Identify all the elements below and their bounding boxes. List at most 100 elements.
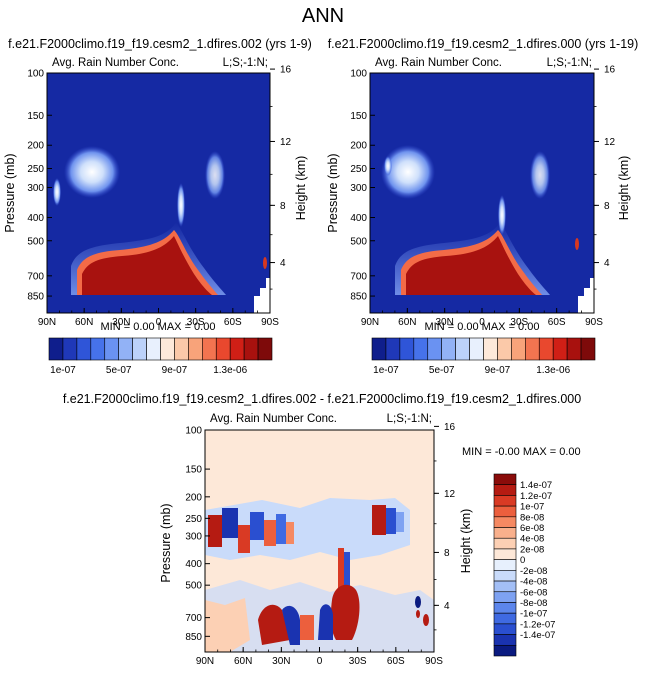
diff-colorbar-label-0: 1.4e-07 [520,480,552,491]
colorbar-swatch-1-4 [104,337,119,361]
colorbar-swatch-1-0 [48,337,64,361]
diff-colorbar-swatch-9 [493,570,517,582]
colorbar-swatch-2-6 [455,337,470,361]
colorbar-swatch-1-2 [76,337,92,361]
tropical-patch-sh-2 [530,151,550,199]
dipole-blue-2 [250,512,264,540]
x-tick-label-3-5: 60S [387,656,405,667]
y-tick-label-3-5: 400 [185,559,202,570]
diff-colorbar-label-6: 2e-08 [520,544,544,555]
diff-colorbar-label-7: 0 [520,555,525,566]
sh-spot-1 [263,257,267,269]
dipole-red-3 [264,520,276,546]
x-tick-label-1-4: 30S [187,317,205,328]
y-tick-label-3-4: 300 [185,531,202,542]
colorbar-swatch-2-9 [497,337,512,361]
left-title-2: Avg. Rain Number Conc. [375,57,502,69]
y-tick-label-3-6: 500 [185,581,202,592]
terrain-mask-1 [254,278,270,313]
colorbar-swatch-2-4 [427,337,442,361]
minmax-2: MIN = 0.00 MAX = 0.00 [425,321,540,333]
ylabel-1: Pressure (mb) [3,153,17,232]
colorbar-swatch-2-13 [552,337,568,361]
sh-dipole-red [372,505,386,535]
panel-2: f.e21.F2000climo.f19_f19.cesm2_1.dfires.… [326,37,638,376]
y-tick-label-1-5: 400 [27,213,44,224]
colorbar-swatch-1-9 [174,337,189,361]
colorbar-label-2-1: 5e-07 [429,365,455,376]
y-tick-label-2-3: 250 [350,164,367,175]
colorbar-swatch-2-7 [469,337,484,361]
colorbar-label-1-0: 1e-07 [50,365,76,376]
y-tick-label-1-3: 250 [27,164,44,175]
colorbar-swatch-1-6 [132,337,147,361]
colorbar-swatch-2-14 [566,337,582,361]
diff-colorbar-label-2: 1e-07 [520,502,544,513]
colorbar-swatch-1-5 [118,337,133,361]
height-tick-label-3-3: 16 [444,422,456,433]
ylabel-right-2: Height (km) [617,156,631,221]
sh-blue-spot-3 [415,596,421,608]
minmax-3: MIN = -0.00 MAX = 0.00 [462,446,581,458]
colorbar-2: 1e-07 5e-07 9e-07 1.3e-06 [371,337,596,376]
colorbar-label-1-3: 1.3e-06 [213,365,247,376]
lower-mass-2 [406,236,536,295]
diff-colorbar-label-10: -6e-08 [520,587,547,598]
heatmap-field-2 [370,73,594,313]
x-tick-label-3-1: 60N [234,656,252,667]
colorbar-swatch-1-3 [90,337,106,361]
lower-mass-1 [82,236,212,295]
colorbar-swatch-2-0 [371,337,387,361]
colorbar-swatch-1-13 [229,337,245,361]
tropical-patch-nh-2 [381,145,435,199]
diff-colorbar-swatch-2 [493,495,517,507]
y-tick-label-2-6: 500 [350,236,367,247]
diff-colorbar-label-12: -1e-07 [520,609,547,620]
diff-colorbar-swatch-3 [493,505,517,518]
y-tick-label-2-7: 700 [350,271,367,282]
y-tick-label-3-2: 200 [185,492,202,503]
y-tick-label-1-4: 300 [27,183,44,194]
left-title-1: Avg. Rain Number Conc. [52,57,179,69]
diff-colorbar-label-1: 1.2e-07 [520,491,552,502]
colorbar-label-1-2: 9e-07 [162,365,188,376]
diff-colorbar-swatch-13 [493,612,517,625]
colorbar-3: 1.4e-071.2e-071e-078e-086e-084e-082e-080… [493,473,555,657]
sh-spot-2 [575,238,579,250]
x-tick-label-1-3: 0 [156,317,162,328]
dipole-blue-1 [222,508,238,538]
dipole-blue-3 [276,514,286,544]
sh-dipole-blue-a [386,508,396,534]
case-title-1: f.e21.F2000climo.f19_f19.cesm2_1.dfires.… [8,37,312,51]
plume-blue-3 [344,552,350,590]
colorbar-swatch-1-14 [243,337,259,361]
tropical-positive-core-3 [330,584,360,640]
colorbar-swatch-1-1 [62,337,78,361]
height-tick-label-2-2: 12 [604,137,616,148]
tropical-patch-nh-1 [64,146,120,198]
x-tick-label-2-2: 30N [435,317,453,328]
x-tick-label-3-3: 0 [317,656,323,667]
dipole-red-4 [286,522,294,544]
y-tick-label-1-2: 200 [27,141,44,152]
diff-colorbar-swatch-4 [493,516,517,528]
x-tick-label-3-0: 90N [196,656,214,667]
colorbar-swatch-2-10 [511,337,526,361]
sh-red-spot-3b [423,614,429,626]
x-tick-label-3-4: 30S [349,656,367,667]
colorbar-label-2-0: 1e-07 [373,365,399,376]
heatmap-field-3 [205,430,434,652]
x-tick-label-2-4: 30S [510,317,528,328]
colorbar-swatch-2-11 [525,337,540,361]
right-title-2: L;S;-1:N; [547,57,592,69]
left-title-3: Avg. Rain Number Conc. [210,413,337,425]
x-tick-label-2-0: 90N [361,317,379,328]
x-tick-label-3-2: 30N [272,656,290,667]
x-tick-label-2-3: 0 [479,317,485,328]
plume-red-3 [338,548,344,590]
weak-positive-strip-3 [205,598,250,652]
panel-1: f.e21.F2000climo.f19_f19.cesm2_1.dfires.… [3,37,312,376]
colorbar-1: 1e-07 5e-07 9e-07 1.3e-06 [48,337,273,376]
y-tick-label-3-0: 100 [185,426,202,437]
